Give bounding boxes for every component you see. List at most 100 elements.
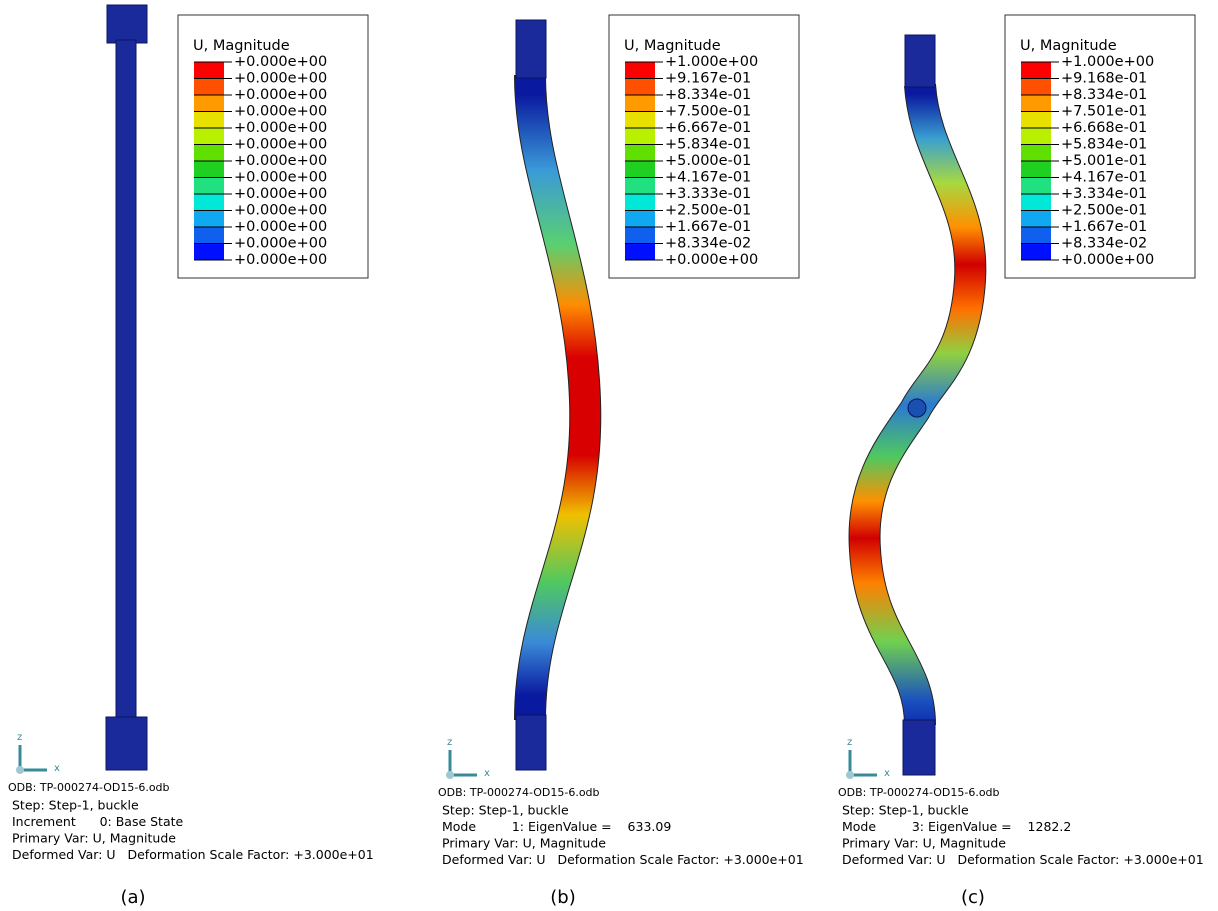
axis-z-label: z (17, 732, 22, 743)
legend-swatch (625, 210, 655, 227)
odb-label: ODB: TP-000274-OD15-6.odb (838, 786, 1000, 799)
legend-swatch (1021, 128, 1051, 145)
legend-label: +0.000e+00 (234, 153, 327, 169)
legend-swatch (1021, 161, 1051, 178)
odb-label: ODB: TP-000274-OD15-6.odb (8, 781, 170, 794)
legend-label: +8.334e-01 (1061, 87, 1147, 103)
legend-swatch (625, 95, 655, 112)
legend-label: +7.500e-01 (665, 104, 751, 120)
legend-label: +4.167e-01 (665, 170, 751, 186)
info-line: Step: Step-1, buckle (12, 798, 139, 813)
caption: (c) (961, 887, 985, 908)
legend-swatch (194, 194, 224, 211)
legend-swatch (625, 194, 655, 211)
info-line: Deformed Var: U Deformation Scale Factor… (442, 852, 804, 867)
legend-swatch (194, 161, 224, 178)
legend-label: +5.000e-01 (665, 153, 751, 169)
legend-label: +0.000e+00 (234, 252, 327, 268)
legend-swatch (1021, 194, 1051, 211)
legend-swatch (625, 243, 655, 260)
legend-swatch (194, 128, 224, 145)
info-line: Mode 3: EigenValue = 1282.2 (842, 819, 1071, 834)
tube-c (848, 34, 987, 776)
info-line: Deformed Var: U Deformation Scale Factor… (842, 852, 1204, 867)
legend-label: +2.500e-01 (665, 203, 751, 219)
legend-title: U, Magnitude (1020, 38, 1117, 54)
legend-label: +2.500e-01 (1061, 203, 1147, 219)
legend-swatch (194, 62, 224, 79)
legend-swatch (1021, 111, 1051, 128)
axis-x-label: x (54, 763, 60, 774)
axis-origin (16, 766, 24, 774)
info-line: Deformed Var: U Deformation Scale Factor… (12, 847, 374, 862)
odb-label: ODB: TP-000274-OD15-6.odb (438, 786, 600, 799)
legend-swatch (625, 62, 655, 79)
tube-a (105, 4, 148, 771)
legend-label: +0.000e+00 (234, 71, 327, 87)
info-line: Mode 1: EigenValue = 633.09 (442, 819, 671, 834)
legend-swatch (1021, 144, 1051, 161)
legend-swatch (194, 243, 224, 260)
axis-origin (846, 771, 854, 779)
legend-swatch (194, 177, 224, 194)
axis-z-label: z (847, 737, 852, 748)
legend-label: +1.667e-01 (665, 219, 751, 235)
legend-swatch (194, 95, 224, 112)
legend-label: +0.000e+00 (234, 87, 327, 103)
legend-swatch (625, 128, 655, 145)
panel: U, Magnitude+1.000e+00+9.167e-01+8.334e-… (438, 14, 804, 908)
caption: (a) (120, 887, 145, 908)
tube-b (514, 19, 602, 771)
legend-label: +8.334e-02 (665, 236, 751, 252)
legend-label: +0.000e+00 (234, 120, 327, 136)
legend-label: +0.000e+00 (234, 203, 327, 219)
legend-label: +9.167e-01 (665, 71, 751, 87)
legend-swatch (194, 227, 224, 244)
legend-label: +5.834e-01 (665, 137, 751, 153)
legend-swatch (1021, 243, 1051, 260)
legend-label: +0.000e+00 (234, 170, 327, 186)
legend-swatch (625, 78, 655, 95)
legend-label: +6.667e-01 (665, 120, 751, 136)
legend-label: +0.000e+00 (234, 219, 327, 235)
info-line: Increment 0: Base State (12, 814, 184, 829)
legend-swatch (194, 144, 224, 161)
legend-swatch (625, 144, 655, 161)
info-line: Primary Var: U, Magnitude (442, 836, 606, 851)
legend-label: +7.501e-01 (1061, 104, 1147, 120)
legend-label: +0.000e+00 (234, 104, 327, 120)
legend-title: U, Magnitude (193, 38, 290, 54)
axis-x-label: x (484, 768, 490, 779)
axis-z-label: z (447, 737, 452, 748)
info-line: Step: Step-1, buckle (842, 803, 969, 818)
legend-label: +0.000e+00 (1061, 252, 1154, 268)
legend-label: +3.334e-01 (1061, 186, 1147, 202)
legend-swatch (1021, 62, 1051, 79)
legend-swatch (194, 111, 224, 128)
legend-swatch (1021, 210, 1051, 227)
legend-label: +8.334e-02 (1061, 236, 1147, 252)
caption: (b) (550, 887, 575, 908)
legend-label: +9.168e-01 (1061, 71, 1147, 87)
legend-swatch (625, 161, 655, 178)
legend-label: +0.000e+00 (234, 236, 327, 252)
legend-label: +1.667e-01 (1061, 219, 1147, 235)
legend-swatch (1021, 78, 1051, 95)
info-line: Step: Step-1, buckle (442, 803, 569, 818)
legend-label: +4.167e-01 (1061, 170, 1147, 186)
legend-title: U, Magnitude (624, 38, 721, 54)
legend-label: +1.000e+00 (665, 54, 758, 70)
legend-label: +6.668e-01 (1061, 120, 1147, 136)
panel: U, Magnitude+1.000e+00+9.168e-01+8.334e-… (838, 14, 1204, 908)
legend-label: +8.334e-01 (665, 87, 751, 103)
legend-label: +1.000e+00 (1061, 54, 1154, 70)
legend-swatch (194, 78, 224, 95)
legend-swatch (194, 210, 224, 227)
legend-label: +0.000e+00 (234, 54, 327, 70)
info-line: Primary Var: U, Magnitude (12, 831, 176, 846)
legend-label: +5.001e-01 (1061, 153, 1147, 169)
axis-origin (446, 771, 454, 779)
legend-swatch (1021, 227, 1051, 244)
legend-label: +5.834e-01 (1061, 137, 1147, 153)
